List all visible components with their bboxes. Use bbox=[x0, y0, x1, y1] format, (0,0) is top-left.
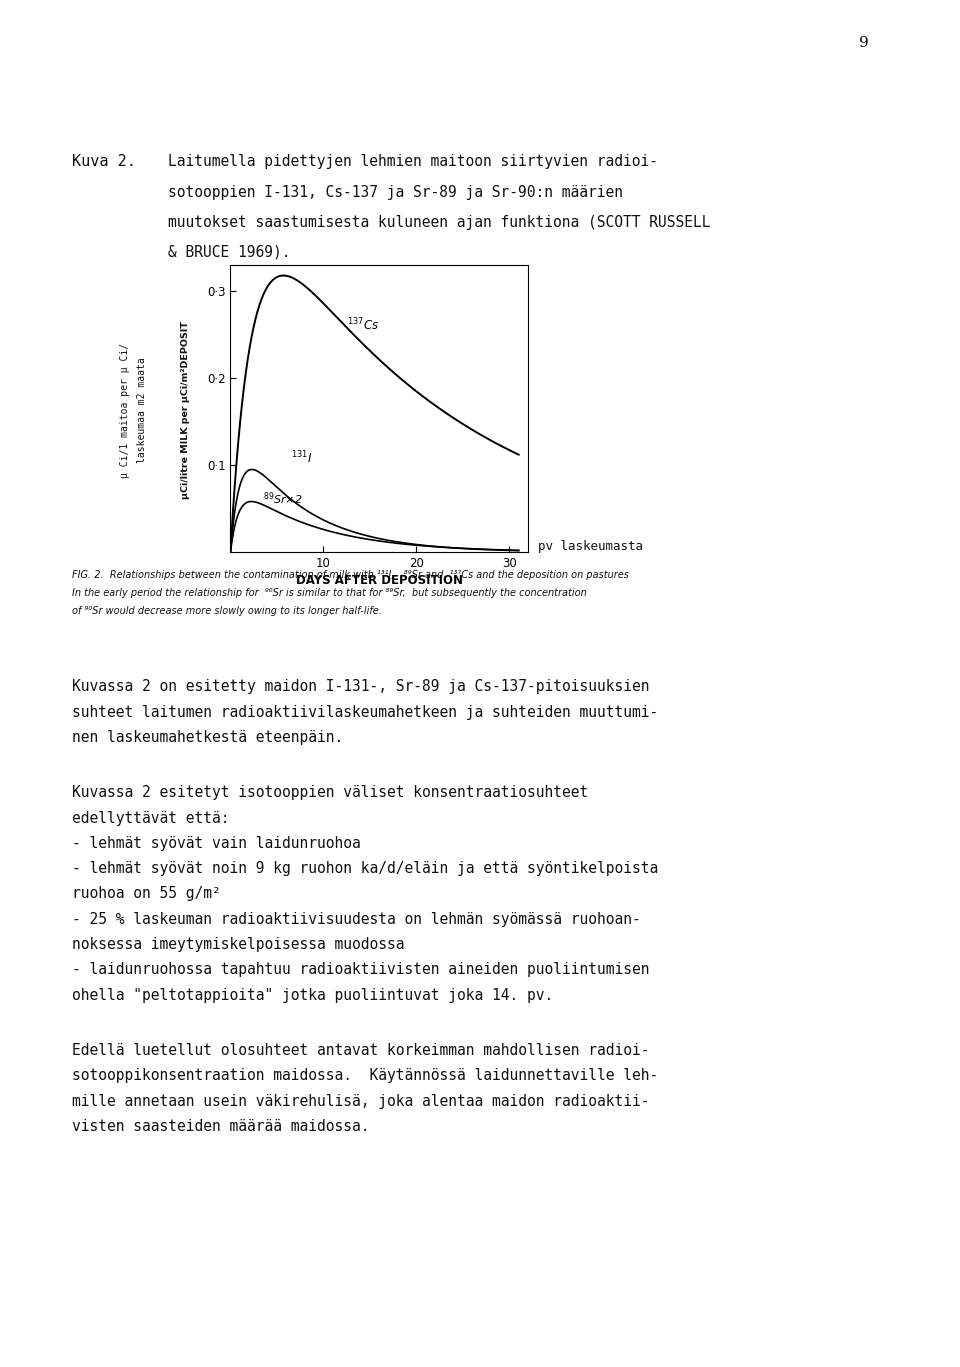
Text: FIG. 2.  Relationships between the contamination of milk with ¹³¹I,   ⁸⁹Sr and  : FIG. 2. Relationships between the contam… bbox=[72, 570, 629, 580]
Text: noksessa imeytymiskelpoisessa muodossa: noksessa imeytymiskelpoisessa muodossa bbox=[72, 938, 404, 951]
Text: μ Ci/1 maitoa per μ Ci/: μ Ci/1 maitoa per μ Ci/ bbox=[120, 343, 130, 477]
Text: sotooppikonsentraation maidossa.  Käytännössä laidunnettaville leh-: sotooppikonsentraation maidossa. Käytänn… bbox=[72, 1069, 659, 1083]
Text: pv laskeumasta: pv laskeumasta bbox=[538, 540, 642, 554]
Text: - laidunruohossa tapahtuu radioaktiivisten aineiden puoliintumisen: - laidunruohossa tapahtuu radioaktiivist… bbox=[72, 962, 650, 977]
Text: of ⁹⁰Sr would decrease more slowly owing to its longer half-life.: of ⁹⁰Sr would decrease more slowly owing… bbox=[72, 606, 382, 615]
Text: Kuva 2.: Kuva 2. bbox=[72, 154, 136, 170]
Text: - 25 % laskeuman radioaktiivisuudesta on lehmän syömässä ruohoan-: - 25 % laskeuman radioaktiivisuudesta on… bbox=[72, 912, 640, 927]
Text: $^{137}$Cs: $^{137}$Cs bbox=[347, 317, 379, 334]
Text: $^{131}$I: $^{131}$I bbox=[291, 450, 312, 466]
Text: ruohoa on 55 g/m²: ruohoa on 55 g/m² bbox=[72, 887, 221, 901]
Text: ohella "peltotappioita" jotka puoliintuvat joka 14. pv.: ohella "peltotappioita" jotka puoliintuv… bbox=[72, 987, 553, 1002]
Text: Edellä luetellut olosuhteet antavat korkeimman mahdollisen radioi-: Edellä luetellut olosuhteet antavat kork… bbox=[72, 1043, 650, 1058]
Text: mille annetaan usein väkirehulisä, joka alentaa maidon radioaktii-: mille annetaan usein väkirehulisä, joka … bbox=[72, 1094, 650, 1109]
Text: nen laskeumahetkestä eteenpäin.: nen laskeumahetkestä eteenpäin. bbox=[72, 730, 344, 745]
Text: 9: 9 bbox=[859, 36, 869, 49]
Text: laskeumaa m2 maata: laskeumaa m2 maata bbox=[137, 357, 147, 463]
Text: Kuvassa 2 esitetyt isotooppien väliset konsentraatiosuhteet: Kuvassa 2 esitetyt isotooppien väliset k… bbox=[72, 785, 588, 800]
Text: edellyttävät että:: edellyttävät että: bbox=[72, 811, 229, 826]
Text: & BRUCE 1969).: & BRUCE 1969). bbox=[168, 245, 291, 260]
Text: Laitumella pidettyjen lehmien maitoon siirtyvien radioi-: Laitumella pidettyjen lehmien maitoon si… bbox=[168, 154, 658, 170]
Text: Kuvassa 2 on esitetty maidon I-131-, Sr-89 ja Cs-137-pitoisuuksien: Kuvassa 2 on esitetty maidon I-131-, Sr-… bbox=[72, 679, 650, 694]
Text: $^{89}$Sr×2: $^{89}$Sr×2 bbox=[263, 491, 302, 507]
Text: In the early period the relationship for  ⁹⁰Sr is similar to that for ⁸⁹Sr,  but: In the early period the relationship for… bbox=[72, 588, 587, 597]
Text: suhteet laitumen radioaktiivilaskeumahetkeen ja suhteiden muuttumi-: suhteet laitumen radioaktiivilaskeumahet… bbox=[72, 705, 659, 719]
X-axis label: DAYS AFTER DEPOSITION: DAYS AFTER DEPOSITION bbox=[296, 574, 463, 588]
Text: visten saasteiden määrää maidossa.: visten saasteiden määrää maidossa. bbox=[72, 1118, 370, 1133]
Text: - lehmät syövät vain laidunruohoa: - lehmät syövät vain laidunruohoa bbox=[72, 835, 361, 850]
Text: μCi/litre MILK per μCi/m²DEPOSIT: μCi/litre MILK per μCi/m²DEPOSIT bbox=[180, 321, 190, 499]
Text: muutokset saastumisesta kuluneen ajan funktiona (SCOTT RUSSELL: muutokset saastumisesta kuluneen ajan fu… bbox=[168, 215, 710, 230]
Text: - lehmät syövät noin 9 kg ruohon ka/d/eläin ja että syöntikelpoista: - lehmät syövät noin 9 kg ruohon ka/d/el… bbox=[72, 861, 659, 876]
Text: sotooppien I-131, Cs-137 ja Sr-89 ja Sr-90:n määrien: sotooppien I-131, Cs-137 ja Sr-89 ja Sr-… bbox=[168, 185, 623, 200]
